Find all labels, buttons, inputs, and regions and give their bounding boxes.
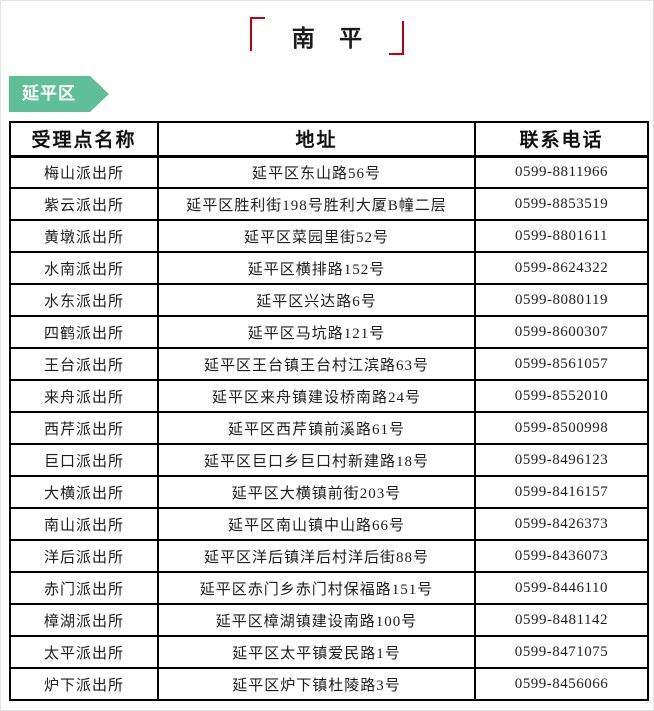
station-name-cell: 水东派出所 bbox=[9, 283, 159, 317]
address-cell: 延平区炉下镇杜陵路3号 bbox=[157, 667, 476, 701]
table-row: 赤门派出所 延平区赤门乡赤门村保福路151号 0599-8446110 bbox=[9, 571, 649, 605]
address-cell: 延平区马坑路121号 bbox=[157, 315, 476, 349]
page-title-block: 南 平 bbox=[1, 13, 653, 59]
table-row: 水东派出所 延平区兴达路6号 0599-8080119 bbox=[9, 283, 649, 317]
table-row: 黄墩派出所 延平区菜园里街52号 0599-8801611 bbox=[9, 219, 649, 253]
station-name-cell: 太平派出所 bbox=[9, 635, 159, 669]
station-name-cell: 大横派出所 bbox=[9, 475, 159, 509]
station-name-cell: 四鹤派出所 bbox=[9, 315, 159, 349]
station-name-cell: 梅山派出所 bbox=[9, 155, 159, 189]
table-row: 大横派出所 延平区大横镇前街203号 0599-8416157 bbox=[9, 475, 649, 509]
table-row: 南山派出所 延平区南山镇中山路66号 0599-8426373 bbox=[9, 507, 649, 541]
phone-cell: 0599-8811966 bbox=[474, 155, 649, 189]
station-name-cell: 樟湖派出所 bbox=[9, 603, 159, 637]
table-row: 四鹤派出所 延平区马坑路121号 0599-8600307 bbox=[9, 315, 649, 349]
address-cell: 延平区兴达路6号 bbox=[157, 283, 476, 317]
address-cell: 延平区王台镇王台村江滨路63号 bbox=[157, 347, 476, 381]
phone-cell: 0599-8416157 bbox=[474, 475, 649, 509]
address-cell: 延平区大横镇前街203号 bbox=[157, 475, 476, 509]
phone-cell: 0599-8456066 bbox=[474, 667, 649, 701]
region-badge: 延平区 bbox=[9, 76, 109, 112]
station-name-cell: 王台派出所 bbox=[9, 347, 159, 381]
phone-cell: 0599-8471075 bbox=[474, 635, 649, 669]
address-cell: 延平区南山镇中山路66号 bbox=[157, 507, 476, 541]
contact-table: 受理点名称 地址 联系电话 梅山派出所 延平区东山路56号 0599-8811966… bbox=[9, 121, 649, 701]
phone-cell: 0599-8496123 bbox=[474, 443, 649, 477]
page-title: 南 平 bbox=[291, 25, 372, 51]
table-row: 洋后派出所 延平区洋后镇洋后村洋后街88号 0599-8436073 bbox=[9, 539, 649, 573]
station-name-cell: 水南派出所 bbox=[9, 251, 159, 285]
address-cell: 延平区来舟镇建设桥南路24号 bbox=[157, 379, 476, 413]
table-row: 炉下派出所 延平区炉下镇杜陵路3号 0599-8456066 bbox=[9, 667, 649, 701]
title-bracket-left-icon bbox=[249, 17, 265, 51]
table-row: 梅山派出所 延平区东山路56号 0599-8811966 bbox=[9, 155, 649, 189]
table-body: 梅山派出所 延平区东山路56号 0599-8811966 紫云派出所 延平区胜利街19… bbox=[9, 155, 649, 701]
address-cell: 延平区太平镇爱民路1号 bbox=[157, 635, 476, 669]
address-cell: 延平区赤门乡赤门村保福路151号 bbox=[157, 571, 476, 605]
column-header-phone: 联系电话 bbox=[474, 121, 649, 158]
table-row: 巨口派出所 延平区巨口乡巨口村新建路18号 0599-8496123 bbox=[9, 443, 649, 477]
station-name-cell: 黄墩派出所 bbox=[9, 219, 159, 253]
table-header-row: 受理点名称 地址 联系电话 bbox=[9, 121, 649, 158]
column-header-name: 受理点名称 bbox=[9, 121, 159, 158]
phone-cell: 0599-8481142 bbox=[474, 603, 649, 637]
station-name-cell: 炉下派出所 bbox=[9, 667, 159, 701]
address-cell: 延平区横排路152号 bbox=[157, 251, 476, 285]
address-cell: 延平区巨口乡巨口村新建路18号 bbox=[157, 443, 476, 477]
address-cell: 延平区东山路56号 bbox=[157, 155, 476, 189]
address-cell: 延平区西芹镇前溪路61号 bbox=[157, 411, 476, 445]
phone-cell: 0599-8600307 bbox=[474, 315, 649, 349]
phone-cell: 0599-8853519 bbox=[474, 187, 649, 221]
phone-cell: 0599-8561057 bbox=[474, 347, 649, 381]
address-cell: 延平区菜园里街52号 bbox=[157, 219, 476, 253]
station-name-cell: 紫云派出所 bbox=[9, 187, 159, 221]
table-row: 水南派出所 延平区横排路152号 0599-8624322 bbox=[9, 251, 649, 285]
table-row: 紫云派出所 延平区胜利街198号胜利大厦B幢二层 0599-8853519 bbox=[9, 187, 649, 221]
station-name-cell: 西芹派出所 bbox=[9, 411, 159, 445]
column-header-address: 地址 bbox=[157, 121, 476, 158]
station-name-cell: 洋后派出所 bbox=[9, 539, 159, 573]
address-cell: 延平区樟湖镇建设南路100号 bbox=[157, 603, 476, 637]
station-name-cell: 巨口派出所 bbox=[9, 443, 159, 477]
address-cell: 延平区洋后镇洋后村洋后街88号 bbox=[157, 539, 476, 573]
station-name-cell: 南山派出所 bbox=[9, 507, 159, 541]
phone-cell: 0599-8426373 bbox=[474, 507, 649, 541]
title-bracket-right-icon bbox=[389, 21, 405, 55]
station-name-cell: 来舟派出所 bbox=[9, 379, 159, 413]
table-row: 太平派出所 延平区太平镇爱民路1号 0599-8471075 bbox=[9, 635, 649, 669]
table-row: 来舟派出所 延平区来舟镇建设桥南路24号 0599-8552010 bbox=[9, 379, 649, 413]
phone-cell: 0599-8552010 bbox=[474, 379, 649, 413]
table-row: 王台派出所 延平区王台镇王台村江滨路63号 0599-8561057 bbox=[9, 347, 649, 381]
phone-cell: 0599-8446110 bbox=[474, 571, 649, 605]
table-row: 樟湖派出所 延平区樟湖镇建设南路100号 0599-8481142 bbox=[9, 603, 649, 637]
address-cell: 延平区胜利街198号胜利大厦B幢二层 bbox=[157, 187, 476, 221]
phone-cell: 0599-8801611 bbox=[474, 219, 649, 253]
phone-cell: 0599-8624322 bbox=[474, 251, 649, 285]
table-row: 西芹派出所 延平区西芹镇前溪路61号 0599-8500998 bbox=[9, 411, 649, 445]
phone-cell: 0599-8080119 bbox=[474, 283, 649, 317]
phone-cell: 0599-8500998 bbox=[474, 411, 649, 445]
phone-cell: 0599-8436073 bbox=[474, 539, 649, 573]
station-name-cell: 赤门派出所 bbox=[9, 571, 159, 605]
